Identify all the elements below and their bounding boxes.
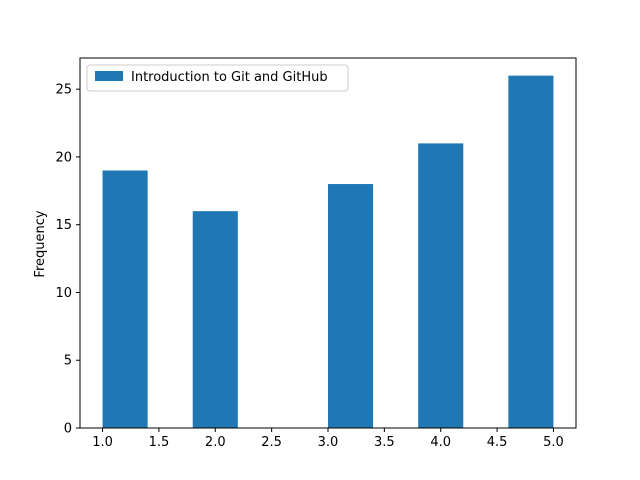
legend-swatch xyxy=(95,71,123,81)
x-tick-label-6: 4.0 xyxy=(430,435,451,450)
y-tick-label-5: 25 xyxy=(55,83,72,98)
y-tick-label-4: 20 xyxy=(55,150,72,165)
legend-box xyxy=(86,64,349,92)
x-tick-label-7: 4.5 xyxy=(487,435,508,450)
legend-entry: Introduction to Git and GitHub xyxy=(131,70,328,85)
x-tick-label-5: 3.5 xyxy=(374,435,395,450)
x-tick-label-1: 1.5 xyxy=(149,435,170,450)
histogram-bar-7 xyxy=(418,143,464,428)
bars-layer xyxy=(102,75,554,428)
x-tick-label-4: 3.0 xyxy=(318,435,339,450)
x-tick-label-2: 2.0 xyxy=(205,435,226,450)
x-tick-label-3: 2.5 xyxy=(261,435,282,450)
legend: Introduction to Git and GitHub xyxy=(86,64,349,92)
x-tick-label-0: 1.0 xyxy=(92,435,113,450)
histogram-bar-2 xyxy=(192,211,238,428)
x-tick-label-8: 5.0 xyxy=(543,435,564,450)
y-tick-label-3: 15 xyxy=(55,218,72,233)
y-tick-label-2: 10 xyxy=(55,286,72,301)
histogram-bar-9 xyxy=(508,75,554,428)
histogram-bar-0 xyxy=(102,170,148,428)
y-tick-label-0: 0 xyxy=(64,422,72,437)
axes-layer: 1.0 1.5 2.0 2.5 3.0 3.5 4.0 4.5 5.0 0 5 10 15 20 25 xyxy=(55,57,577,450)
y-axis-label: Frequency xyxy=(33,210,48,277)
y-tick-label-1: 5 xyxy=(64,354,72,369)
histogram-bar-5 xyxy=(328,184,374,428)
